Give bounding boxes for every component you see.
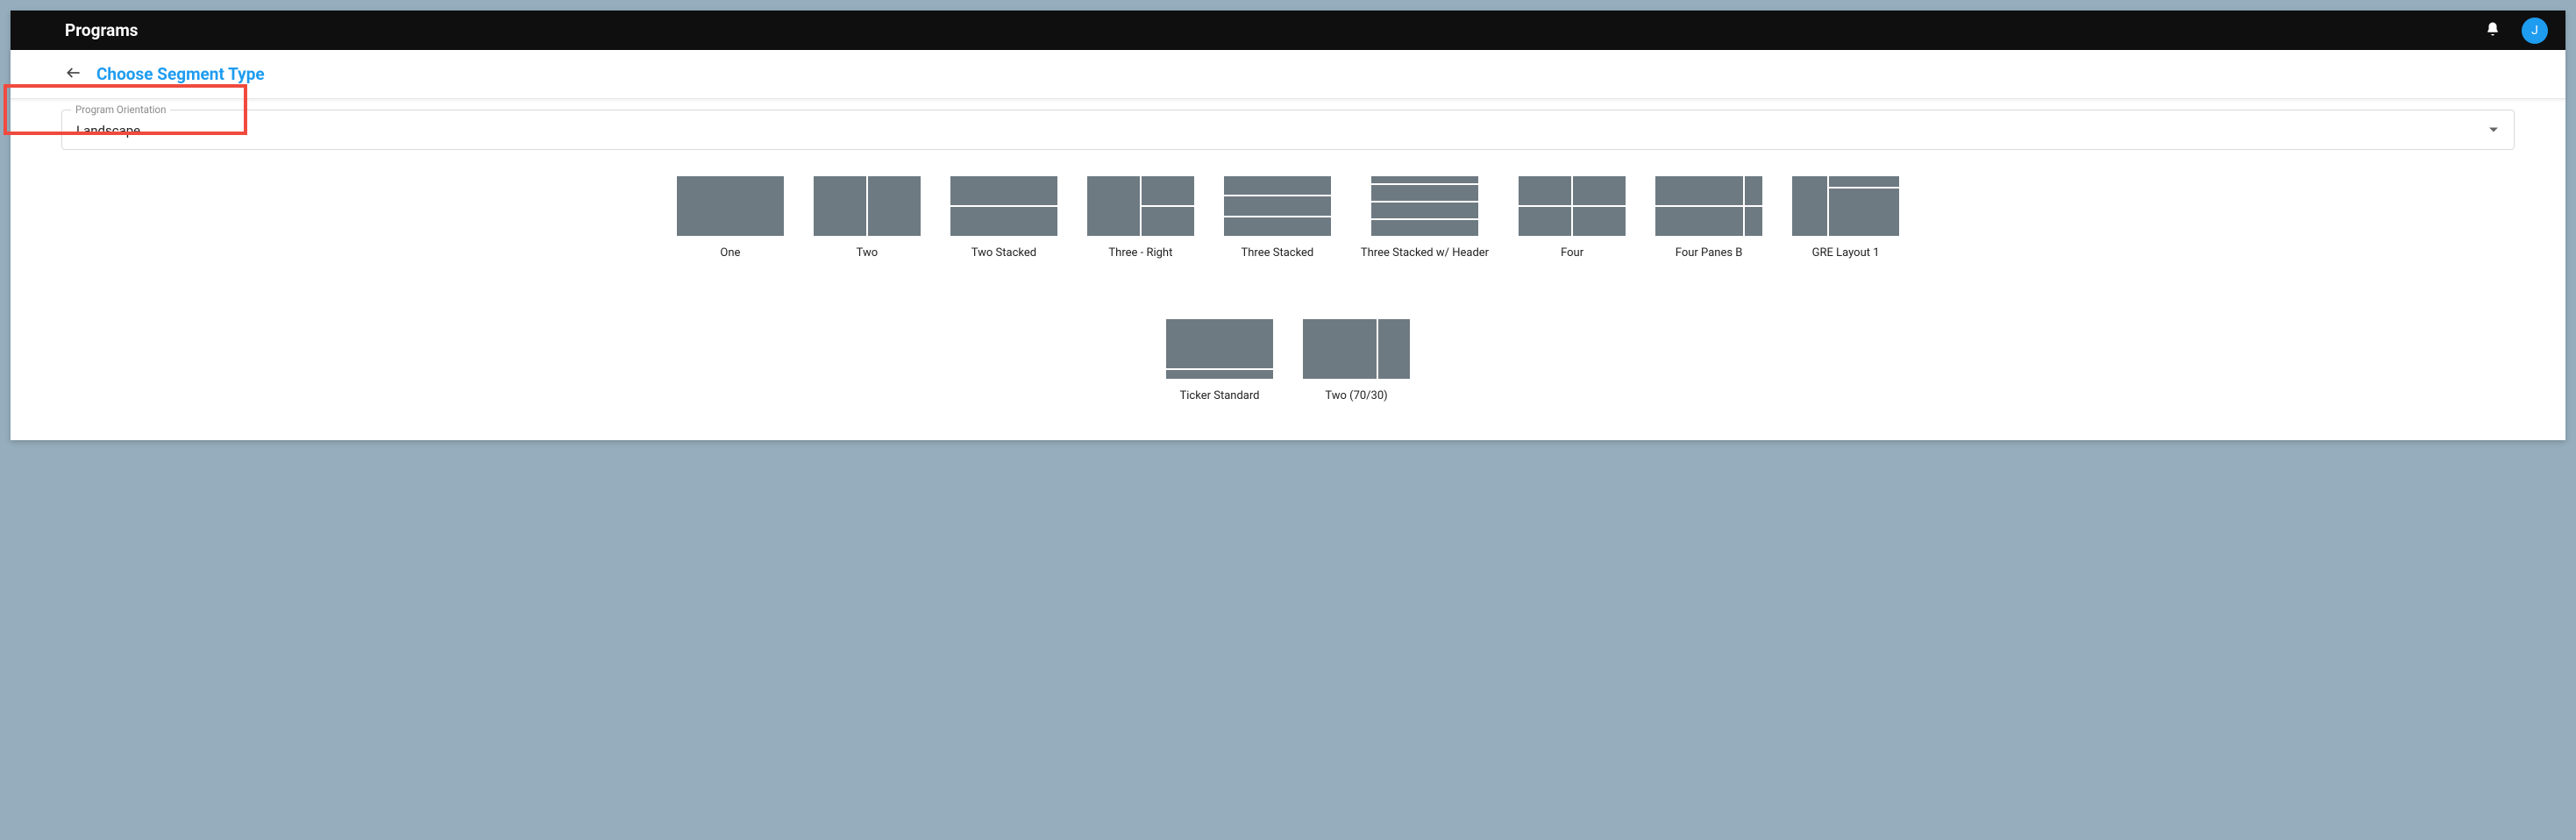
segment-tile-three-right[interactable]: Three - Right [1087,176,1194,260]
segment-tile-three-stacked-header[interactable]: Three Stacked w/ Header [1361,176,1489,260]
segment-tile-three-stacked[interactable]: Three Stacked [1224,176,1331,260]
topbar: Programs J [11,11,2565,50]
segment-thumb [1519,176,1626,236]
back-arrow-icon[interactable] [65,64,82,85]
segment-thumb [950,176,1057,236]
segment-thumb [1655,176,1762,236]
segment-label: Three Stacked [1242,246,1314,260]
topbar-actions: J [2485,18,2548,44]
segment-tile-two[interactable]: Two [814,176,921,260]
segment-label: Four Panes B [1676,246,1743,260]
subheader-title: Choose Segment Type [96,64,265,84]
segment-thumb [814,176,921,236]
segment-tile-ticker-standard[interactable]: Ticker Standard [1166,319,1273,402]
segment-label: Four [1561,246,1583,260]
orientation-value: Landscape [76,123,2500,139]
avatar-initial: J [2531,24,2538,38]
segment-label: Three Stacked w/ Header [1361,246,1489,260]
orientation-field-wrap: Program Orientation Landscape [61,110,2515,150]
program-orientation-select[interactable]: Program Orientation Landscape [61,110,2515,150]
segment-label: Two (70/30) [1325,389,1387,402]
segment-tile-four[interactable]: Four [1519,176,1626,260]
segment-label: One [720,246,740,260]
segment-thumb [1792,176,1899,236]
segment-tile-two-stacked[interactable]: Two Stacked [950,176,1057,260]
segment-label: Three - Right [1108,246,1172,260]
segment-thumb [1087,176,1194,236]
user-avatar[interactable]: J [2522,18,2548,44]
content-area: Program Orientation Landscape One Two Two … [11,99,2565,438]
notifications-icon[interactable] [2485,21,2501,40]
segment-thumb [1224,176,1331,236]
segment-label: Two [857,246,879,260]
segment-tile-gre-layout-1[interactable]: GRE Layout 1 [1792,176,1899,260]
segment-label: GRE Layout 1 [1812,246,1880,260]
segment-thumb [1303,319,1410,379]
segment-thumb [677,176,784,236]
segment-thumb [1166,319,1273,379]
topbar-title: Programs [65,20,2485,40]
app-window: Programs J Choose Segment Type Program O… [11,11,2565,440]
segment-tile-two-7030[interactable]: Two (70/30) [1303,319,1410,402]
segment-label: Ticker Standard [1180,389,1260,402]
segment-grid: One Two Two Stacked Three - Right Three Stac… [61,176,2515,402]
orientation-label: Program Orientation [71,103,170,116]
segment-label: Two Stacked [971,246,1036,260]
chevron-down-icon [2489,128,2498,132]
segment-tile-four-panes-b[interactable]: Four Panes B [1655,176,1762,260]
segment-thumb [1371,176,1478,236]
segment-tile-one[interactable]: One [677,176,784,260]
subheader: Choose Segment Type [11,50,2565,99]
